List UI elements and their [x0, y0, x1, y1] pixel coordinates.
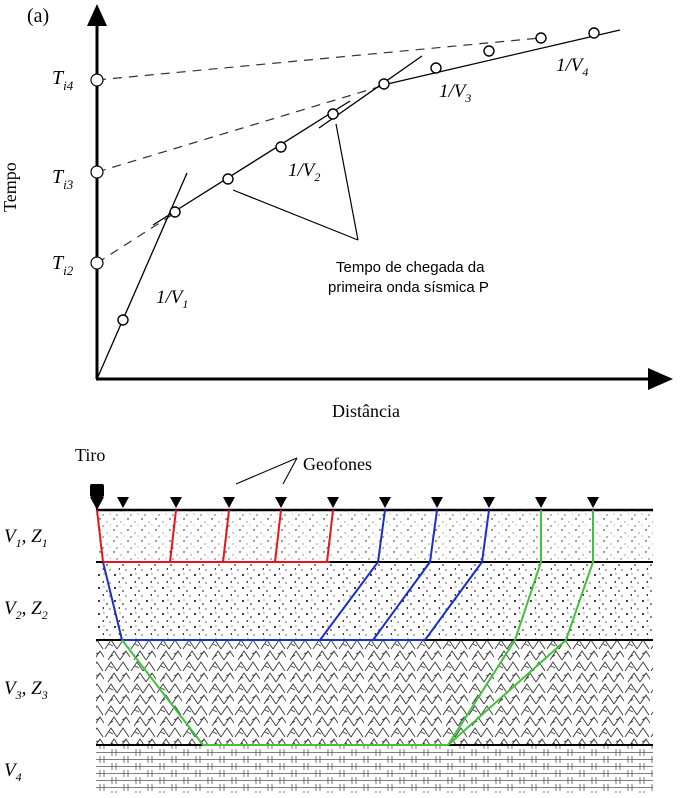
arrival-point: [169, 206, 181, 218]
slope-label-v2: 1/V2: [288, 160, 320, 184]
geophone-icon: [483, 497, 495, 508]
layer-2-label: V2, Z2: [4, 598, 48, 622]
slope-label-v4: 1/V4: [556, 55, 588, 79]
layer-1-label: V1, Z1: [4, 526, 48, 550]
intercept-ti3-marker: [90, 165, 104, 179]
layer-2: [96, 562, 653, 640]
geophone-icon: [170, 497, 182, 508]
ray-path-blue: [372, 509, 438, 641]
geophone-icon: [275, 497, 287, 508]
intercept-ti2-marker: [90, 256, 104, 270]
intercept-ti4-marker: [90, 73, 104, 87]
geophone-array: [117, 497, 599, 508]
geophone-icon: [431, 497, 443, 508]
traveltime-segment-2: [152, 100, 351, 226]
time-axis-arrow: [87, 4, 107, 26]
intercept-ti4-label: Ti4: [52, 67, 74, 93]
layer-4-label: V4: [4, 760, 22, 784]
annotation-pointer-line: [232, 189, 359, 241]
ray-path-red: [169, 509, 177, 563]
ray-path-blue: [424, 509, 490, 641]
geophone-icon: [587, 497, 599, 508]
shot-source-icon: [90, 484, 104, 497]
geophone-icon: [327, 497, 339, 508]
arrival-point: [222, 173, 234, 185]
distance-axis-label: Distância: [332, 401, 400, 421]
time-axis-label: Tempo: [0, 162, 20, 212]
ray-paths-layer1: [96, 509, 334, 563]
panel-label: (a): [27, 5, 49, 27]
layer-3: [96, 640, 653, 745]
dashed-extrapolation-segment-2: [96, 212, 176, 264]
annotation-text-line2: primeira onda sísmica P: [328, 279, 489, 296]
traveltime-segment-1: [96, 172, 188, 380]
geophones-label: Geofones: [303, 454, 372, 474]
ray-path-green: [121, 510, 542, 746]
slope-label-v1: 1/V1: [156, 287, 188, 311]
ray-path-red: [274, 509, 282, 563]
arrival-point: [430, 62, 442, 74]
annotation-text-line1: Tempo de chegada da: [336, 259, 485, 276]
arrival-point: [588, 27, 600, 39]
ray-path-green: [447, 510, 594, 746]
geophones-pointer-line: [282, 457, 298, 485]
ray-path-red: [96, 509, 104, 563]
geophones-pointer-line: [235, 457, 298, 485]
arrival-point: [378, 78, 390, 90]
geophone-icon: [379, 497, 391, 508]
intercept-ti2-label: Ti2: [52, 252, 74, 278]
refraction-cross-section: Tiro Geofones: [4, 445, 653, 793]
layer-3-label: V3, Z3: [4, 678, 48, 702]
geophone-icon: [117, 497, 129, 508]
dashed-extrapolation-segment-3: [96, 84, 386, 173]
ray-path-red: [326, 509, 334, 563]
distance-axis-arrow: [648, 368, 673, 390]
annotation-pointer-line: [335, 123, 359, 241]
shot-label: Tiro: [75, 445, 105, 465]
slope-label-v3: 1/V3: [439, 81, 471, 105]
arrival-point: [117, 314, 129, 326]
layer-1: [96, 510, 653, 562]
traveltime-segment-4: [382, 29, 621, 86]
geophone-icon: [535, 497, 547, 508]
arrival-point: [535, 32, 547, 44]
dashed-extrapolation-segment-4: [96, 37, 541, 81]
layer-4: [96, 745, 653, 793]
geophone-icon: [223, 497, 235, 508]
ray-paths-layer3: [121, 510, 594, 746]
shot-source-tip-icon: [90, 497, 104, 510]
arrival-point: [275, 141, 287, 153]
ray-path-red: [222, 509, 230, 563]
arrival-time-points: [117, 27, 600, 326]
intercept-ti3-label: Ti3: [52, 166, 74, 192]
arrival-point: [483, 45, 495, 57]
ray-path-blue: [319, 509, 386, 641]
traveltime-graph: (a) Tempo Distância Ti4 Ti3 Ti2: [0, 4, 673, 421]
arrival-point: [327, 108, 339, 120]
